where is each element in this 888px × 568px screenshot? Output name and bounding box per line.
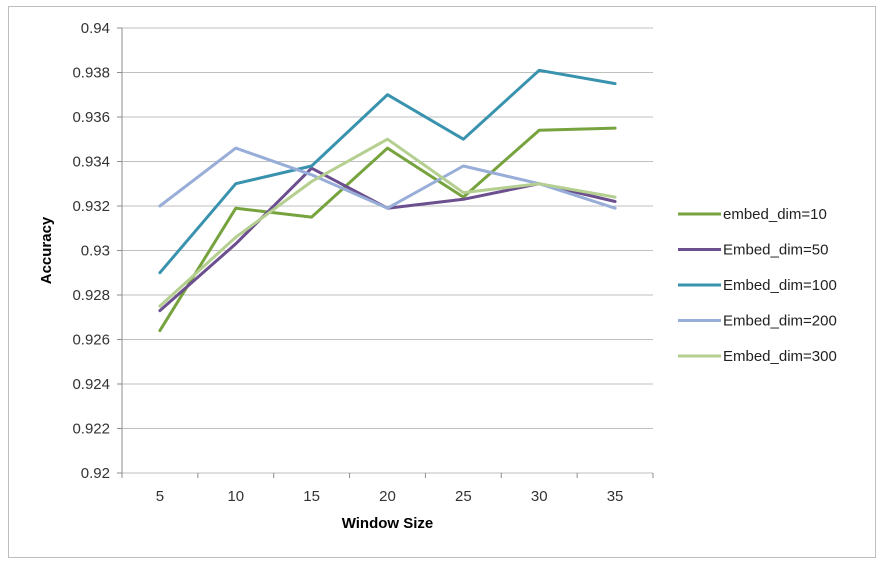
x-tick-label: 35 xyxy=(607,488,624,505)
legend: embed_dim=10 Embed_dim=50 Embed_dim=100 Emb… xyxy=(678,206,837,365)
legend-label: embed_dim=10 xyxy=(723,206,827,223)
x-axis-title: Window Size xyxy=(342,515,434,532)
y-tick-label: 0.94 xyxy=(81,20,110,37)
series-line xyxy=(158,126,617,333)
legend-label: Embed_dim=200 xyxy=(723,313,837,330)
legend-label: Embed_dim=50 xyxy=(723,242,828,259)
series-line xyxy=(158,137,617,308)
y-tick-label: 0.922 xyxy=(72,421,110,438)
x-tick-label: 30 xyxy=(531,488,548,505)
series-line xyxy=(158,166,617,313)
y-tick-label: 0.92 xyxy=(81,465,110,482)
y-tick-label: 0.932 xyxy=(72,198,110,215)
legend-label: Embed_dim=100 xyxy=(723,277,837,294)
y-tick-label: 0.936 xyxy=(72,109,110,126)
legend-label: Embed_dim=300 xyxy=(723,348,837,365)
chart-frame xyxy=(8,6,876,558)
x-tick-label: 5 xyxy=(156,488,164,505)
series-line xyxy=(158,146,617,210)
y-tick-label: 0.924 xyxy=(72,376,110,393)
y-tick-label: 0.934 xyxy=(72,154,110,171)
x-tick-label: 25 xyxy=(455,488,472,505)
series-line xyxy=(158,68,617,275)
y-tick-label: 0.928 xyxy=(72,287,110,304)
y-axis-title: Accuracy xyxy=(38,216,55,284)
gridlines xyxy=(117,27,653,474)
series-lines xyxy=(158,68,617,333)
y-tick-label: 0.938 xyxy=(72,65,110,82)
y-axis-ticks: 0.92 0.922 0.924 0.926 0.928 0.93 0.932 0.934 0.… xyxy=(72,20,110,482)
x-tick-label: 15 xyxy=(303,488,320,505)
x-axis-ticks: 5 10 15 20 25 30 35 xyxy=(121,473,654,505)
x-tick-label: 10 xyxy=(227,488,244,505)
x-tick-label: 20 xyxy=(379,488,396,505)
y-tick-label: 0.93 xyxy=(81,243,110,260)
y-tick-label: 0.926 xyxy=(72,332,110,349)
